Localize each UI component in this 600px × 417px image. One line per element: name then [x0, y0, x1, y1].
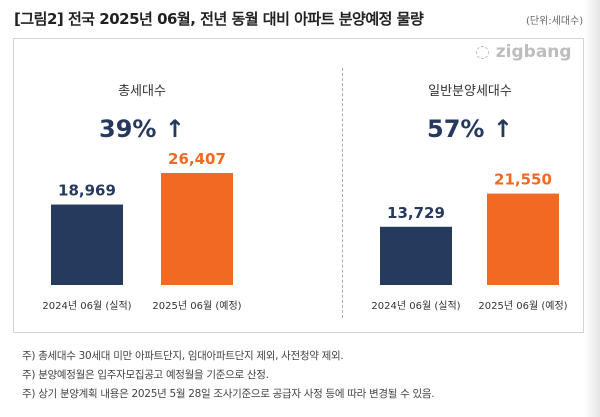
bar: [161, 173, 233, 285]
edge-shadow: [584, 0, 600, 417]
change-general: 57% ↑: [427, 115, 513, 143]
unit-label: (단위:세대수): [526, 16, 584, 27]
category-label: 2025년 06월 (예정): [478, 300, 567, 312]
zigbang-logo: ◌ zigbang: [475, 42, 572, 62]
bar: [380, 226, 452, 285]
panel-title-total: 총세대수: [118, 84, 166, 99]
data-label: 18,969: [58, 182, 116, 200]
note-2: 주) 분양예정월은 입주자모집공고 예정월을 기준으로 산정.: [22, 369, 269, 381]
change-total: 39% ↑: [99, 115, 185, 143]
bar: [487, 193, 559, 285]
note-1: 주) 총세대수 30세대 미만 아파트단지, 임대아파트단지 제외, 사전청약 …: [22, 350, 344, 362]
data-label: 26,407: [168, 150, 226, 168]
note-3: 주) 상기 분양계획 내용은 2025년 5월 28일 조사기준으로 공급자 사…: [22, 388, 435, 400]
panel-divider: [342, 68, 343, 318]
figure-title: [그림2] 전국 2025년 06월, 전년 동월 대비 아파트 분양예정 물량: [14, 10, 424, 28]
category-label: 2024년 06월 (실적): [42, 300, 131, 312]
category-label: 2024년 06월 (실적): [371, 300, 460, 312]
data-label: 21,550: [494, 171, 552, 189]
bar: [51, 204, 123, 285]
data-label: 13,729: [387, 204, 445, 222]
category-label: 2025년 06월 (예정): [152, 300, 241, 312]
panel-title-general: 일반분양세대수: [428, 84, 512, 99]
chart-frame: [13, 38, 584, 333]
